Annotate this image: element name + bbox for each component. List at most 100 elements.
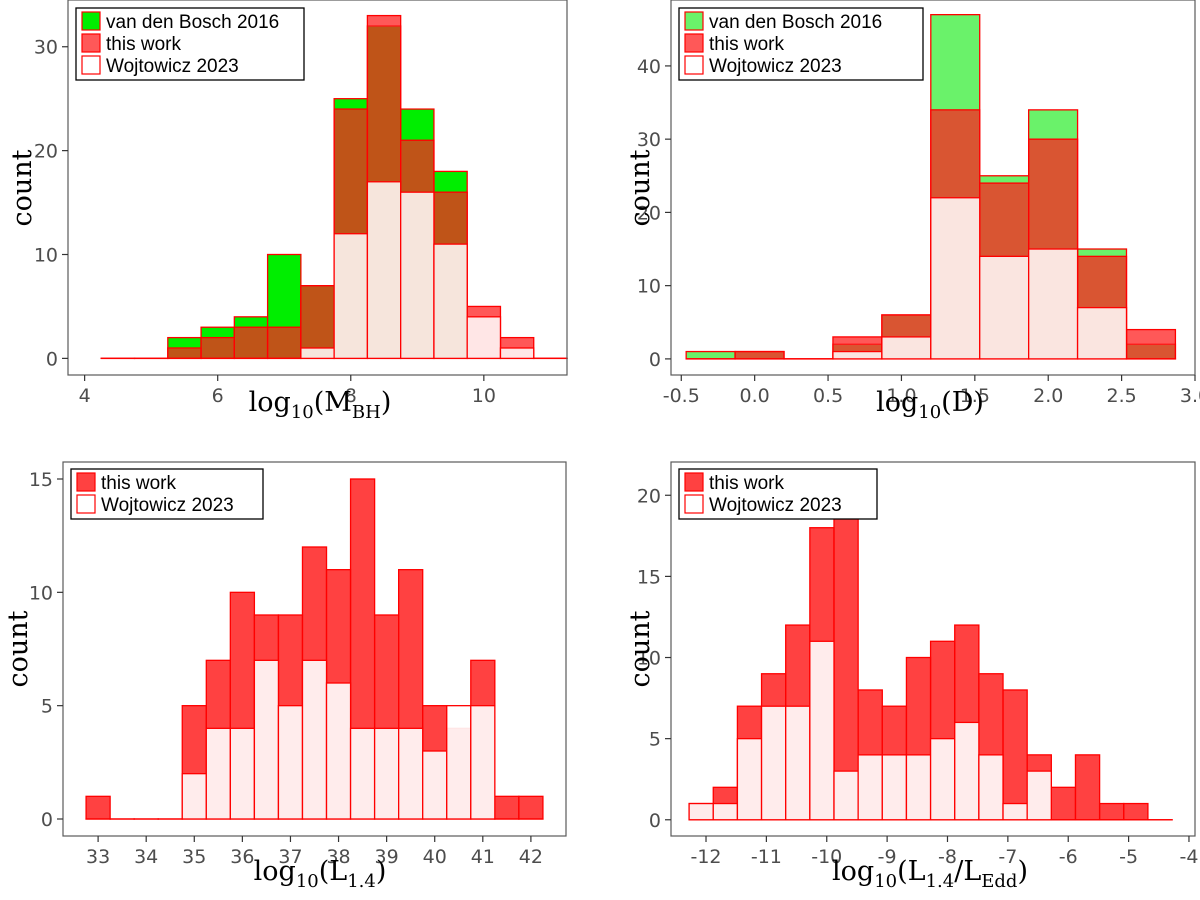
x-tick-label: -6 [1059, 846, 1078, 868]
y-axis-title: count [625, 149, 656, 226]
bar [85, 795, 111, 820]
legend-label: this work [709, 34, 784, 55]
bar [518, 795, 544, 820]
legend-box [678, 468, 878, 520]
y-tick-label: 20 [637, 485, 661, 507]
y-axis-title: count [625, 610, 656, 687]
legend-label: this work [106, 34, 181, 55]
y-tick-label: 40 [637, 56, 661, 78]
bar [712, 802, 739, 821]
bar [833, 478, 859, 821]
bar [1076, 306, 1128, 360]
bar [373, 727, 400, 820]
legend-label: Wojtowicz 2023 [106, 56, 239, 77]
bar [277, 705, 304, 820]
y-tick-label: 15 [637, 566, 661, 588]
y-tick-label: 10 [29, 582, 53, 604]
x-tick-label: 34 [134, 846, 158, 868]
bar [181, 773, 207, 820]
x-axis-title: log10(D) [876, 387, 984, 423]
legend-box [75, 7, 305, 81]
bar [954, 721, 980, 821]
bar [1074, 754, 1101, 821]
legend-swatch [684, 11, 704, 31]
legend-label: this work [709, 473, 784, 494]
bar [905, 754, 932, 821]
bar [1002, 802, 1028, 821]
y-axis-title: count [3, 610, 34, 687]
panel-1: 4 6 8 10 0 10 20 30 count log10(MBH) van den Bosch… [7, 0, 568, 423]
x-axis-title: log10(L1.4/LEdd) [832, 856, 1028, 892]
bar [366, 181, 402, 360]
y-tick-label: 0 [46, 348, 58, 370]
x-axis-title: log10(MBH) [249, 387, 392, 423]
x-tick-label: 36 [230, 846, 254, 868]
plot-border [670, 0, 1196, 376]
bar [400, 191, 435, 360]
bar [205, 727, 231, 820]
x-tick-label: 2.5 [1107, 385, 1137, 407]
y-tick-label: 30 [34, 37, 58, 59]
bar [832, 350, 883, 360]
x-tick-label: 1.5 [960, 385, 990, 407]
x-tick-label: 10 [472, 385, 496, 407]
bar [978, 754, 1004, 821]
x-tick-label: 3.0 [1180, 385, 1200, 407]
legend-swatch [684, 472, 704, 492]
y-tick-label: 20 [34, 141, 58, 163]
series-wojtowicz-2023 [85, 659, 544, 820]
x-tick-label: -4 [1179, 846, 1198, 868]
bar [494, 795, 520, 820]
bar [333, 233, 369, 360]
bar [734, 350, 785, 360]
bar [1125, 328, 1177, 360]
x-tick-label: 35 [182, 846, 206, 868]
bar [422, 750, 448, 820]
x-tick-label: -8 [938, 846, 957, 868]
x-tick-label: 0.5 [813, 385, 843, 407]
x-tick-label: 38 [326, 846, 350, 868]
legend-label: van den Bosch 2016 [106, 12, 279, 33]
x-tick-label: 2.0 [1033, 385, 1063, 407]
bar [857, 754, 883, 821]
bar [1002, 689, 1028, 821]
bar [1050, 786, 1077, 821]
legend-swatch [684, 55, 704, 75]
legend-label: this work [101, 473, 176, 494]
bar [1026, 770, 1052, 821]
legend-swatch [81, 33, 101, 53]
x-tick-label: 33 [86, 846, 110, 868]
legend-label: Wojtowicz 2023 [709, 56, 842, 77]
bar [325, 682, 352, 820]
y-tick-label: 10 [34, 245, 58, 267]
bar [881, 336, 932, 360]
legend-label: van den Bosch 2016 [709, 12, 882, 33]
plot-border [62, 461, 567, 837]
y-tick-label: 10 [637, 648, 661, 670]
bar [736, 737, 763, 821]
bar [833, 770, 859, 821]
bar [785, 705, 811, 821]
x-tick-label: 37 [278, 846, 302, 868]
bar [1123, 802, 1149, 821]
y-tick-label: 5 [649, 729, 661, 751]
bar [433, 243, 468, 360]
legend-swatch [76, 472, 96, 492]
bar [929, 737, 956, 821]
bar [1098, 802, 1125, 821]
x-tick-label: -11 [751, 846, 782, 868]
x-tick-label: -0.5 [663, 385, 700, 407]
series-wojtowicz-2023 [685, 197, 1177, 360]
panel-4: -12 -11 -10 -9 -8 -7 -6 -5 -4 0 5 10 15 20 count log10(… [625, 461, 1198, 892]
y-tick-label: 5 [41, 696, 53, 718]
panel-2: -0.5 0.0 0.5 1.0 1.5 2.0 2.5 3.0 0 10 20 30 40 count l… [625, 0, 1200, 423]
bar [930, 197, 981, 360]
y-tick-label: 0 [649, 349, 661, 371]
bar [446, 705, 472, 820]
bar [881, 754, 908, 821]
y-tick-label: 15 [29, 469, 53, 491]
legend-label: Wojtowicz 2023 [101, 495, 234, 516]
